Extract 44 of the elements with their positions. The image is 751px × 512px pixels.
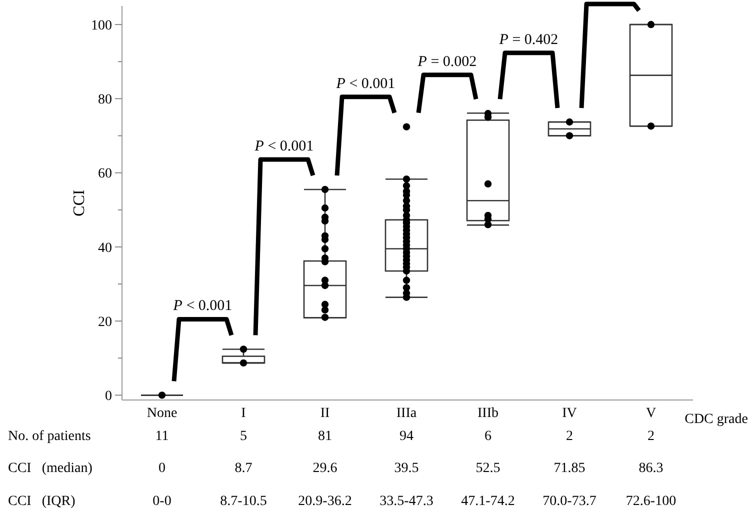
text: 2 [566,429,573,444]
annotation: P < 0.001 [254,138,314,154]
annotation: P = 0.002 [416,54,477,70]
x-axis-title: CDC grade [684,412,748,427]
y-tick-label: 40 [98,240,112,256]
x-tick-label: V [646,406,656,421]
text: 52.5 [476,461,500,476]
y-tick-label: 20 [98,314,112,330]
y-tick-label: 80 [98,92,112,108]
annotation: P = 0.402 [498,32,558,48]
x-tick-label: None [146,406,178,421]
text: 2 [648,429,654,444]
text: 71.85 [554,461,586,476]
text: 94 [400,429,414,444]
text: 70.0-73.7 [542,494,596,509]
annotation: P < 0.001 [335,76,396,92]
text: 20.9-36.2 [298,494,352,509]
text: 81 [318,429,332,444]
text: 86.3 [638,461,664,476]
text: 8.7-10.5 [220,494,267,509]
x-tick-label: IIIb [478,406,498,421]
text: 33.5-47.3 [380,494,434,509]
text: 72.6-100 [626,494,676,509]
x-tick-label: IIIa [396,406,418,421]
x-tick-label: II [320,406,330,421]
y-axis-title: CCI [71,190,88,216]
text: 0 [158,461,166,476]
text: 5 [240,429,247,444]
text: 47.1-74.2 [461,494,515,509]
annotation: P < 0.001 [172,298,232,314]
text: CCI (IQR) [8,494,76,509]
text: 8.7 [234,461,252,476]
text: 6 [484,429,492,444]
y-tick-label: 100 [91,18,112,34]
text: CCI (median) [8,461,93,476]
text: No. of patients [8,429,91,444]
x-tick-label: I [241,406,246,421]
text: 39.5 [394,461,419,476]
y-tick-label: 0 [105,389,112,404]
text: 0-0 [152,494,172,509]
x-tick-label: IV [562,406,577,421]
y-tick-label: 60 [98,166,112,182]
text: 11 [155,429,169,444]
text: 29.6 [312,461,338,476]
